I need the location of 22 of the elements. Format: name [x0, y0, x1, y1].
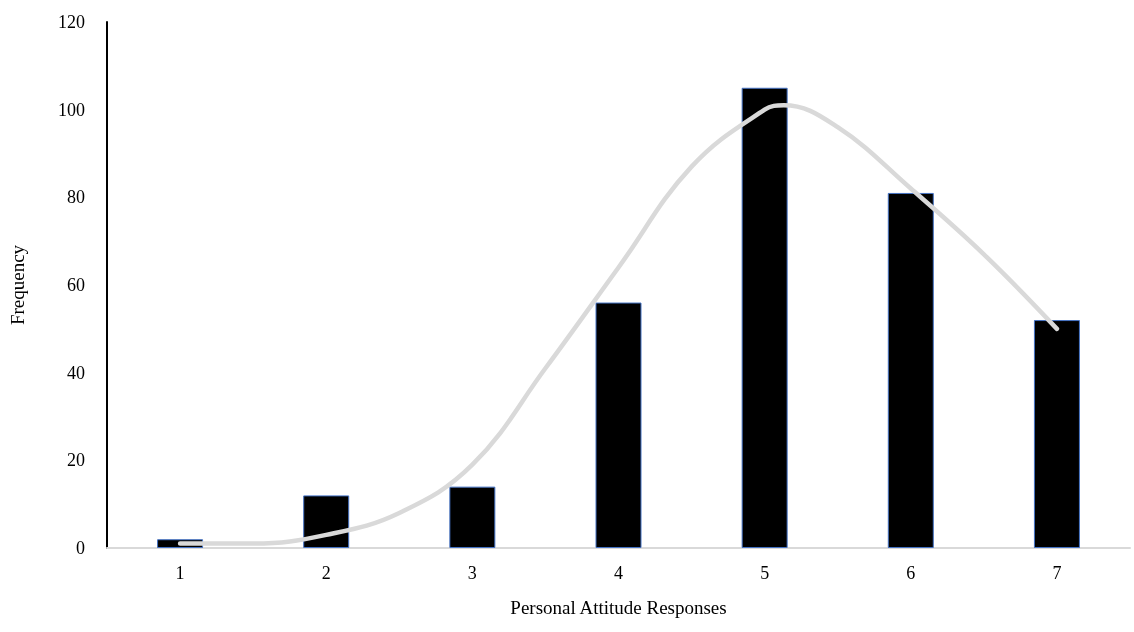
bar — [741, 87, 788, 548]
y-tick-label: 0 — [76, 538, 85, 558]
x-tick-label: 3 — [467, 563, 477, 583]
x-tick-label: 5 — [760, 563, 770, 583]
y-tick-label: 40 — [67, 362, 85, 383]
bar — [887, 192, 934, 548]
bar — [303, 495, 350, 548]
y-tick-label: 120 — [58, 12, 85, 32]
y-tick-label: 20 — [67, 450, 85, 471]
bar — [1033, 320, 1080, 548]
y-tick-label: 80 — [67, 187, 85, 208]
y-axis-title: Frequency — [7, 244, 28, 326]
y-tick-label: 100 — [58, 99, 85, 120]
bar — [449, 486, 496, 548]
x-axis-title: Personal Attitude Responses — [510, 597, 727, 618]
x-tick-label: 2 — [321, 563, 331, 583]
bar — [595, 302, 642, 548]
x-tick-label: 7 — [1052, 563, 1062, 583]
y-tick-label: 60 — [67, 275, 85, 295]
x-tick-label: 4 — [614, 563, 623, 583]
x-tick-label: 1 — [175, 563, 185, 583]
x-tick-label: 6 — [906, 563, 916, 583]
